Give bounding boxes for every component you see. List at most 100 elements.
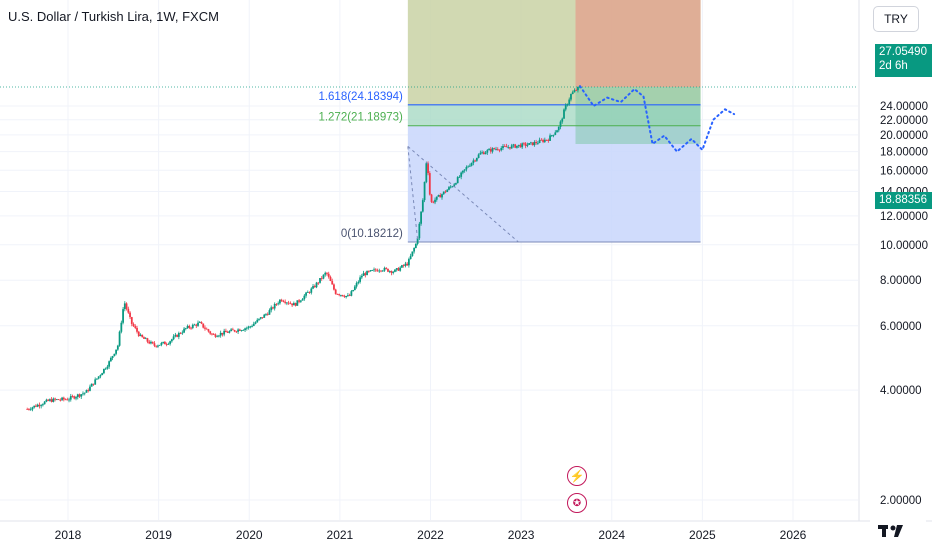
candle-body bbox=[317, 282, 320, 284]
candle-body bbox=[388, 270, 391, 272]
candle-body bbox=[549, 135, 551, 141]
candle-body bbox=[184, 328, 187, 329]
time-axis[interactable]: 2018 2019 2020 2021 2022 2023 2024 2025 2026 bbox=[0, 520, 932, 542]
candle-body bbox=[320, 278, 323, 279]
symbol-title[interactable]: U.S. Dollar / Turkish Lira, 1W, FXCM bbox=[8, 9, 219, 24]
candle-body bbox=[484, 152, 487, 155]
time-tick-label: 2019 bbox=[145, 528, 172, 542]
candle-body bbox=[352, 290, 355, 292]
candle-body bbox=[106, 366, 109, 369]
candle-body bbox=[505, 146, 508, 148]
time-tick-label: 2022 bbox=[417, 528, 444, 542]
candle-body bbox=[531, 142, 534, 146]
candlestick-series bbox=[26, 85, 581, 412]
candle-body bbox=[418, 223, 421, 239]
price-tick-label: 2.00000 bbox=[880, 495, 922, 507]
candle-body bbox=[132, 323, 135, 327]
candle-body bbox=[292, 303, 295, 306]
chart-overlays bbox=[0, 85, 858, 243]
candle-body bbox=[338, 294, 341, 296]
candle-body bbox=[230, 329, 233, 332]
candle-body bbox=[446, 189, 449, 192]
candle-body bbox=[383, 267, 386, 271]
candle-body bbox=[129, 312, 131, 318]
candle-body bbox=[456, 177, 459, 184]
candle-body bbox=[477, 154, 480, 158]
candle-body bbox=[413, 248, 416, 252]
fibonacci-zones: 0(10.18212) 1.272(21.18973) 1.618(24.18394… bbox=[318, 0, 701, 243]
candle-body bbox=[510, 145, 513, 149]
candle-body bbox=[197, 322, 199, 326]
candle-body bbox=[277, 303, 280, 305]
candle-body bbox=[71, 396, 74, 397]
candle-body bbox=[104, 368, 107, 370]
level-price-tag: 18.88356 bbox=[875, 192, 932, 209]
candle-body bbox=[130, 317, 133, 324]
projection-path bbox=[579, 85, 736, 154]
candle-body bbox=[556, 130, 558, 133]
candle-body bbox=[498, 149, 501, 151]
candle-body bbox=[427, 163, 429, 174]
candle-body bbox=[467, 166, 470, 168]
candle-body bbox=[308, 292, 311, 293]
candle-body bbox=[69, 396, 72, 400]
candle-body bbox=[491, 148, 494, 152]
candle-body bbox=[160, 342, 163, 345]
candle-body bbox=[481, 152, 483, 154]
candle-body bbox=[312, 286, 314, 289]
currency-button[interactable]: TRY bbox=[873, 6, 919, 32]
candle-body bbox=[87, 390, 90, 391]
candle-body bbox=[462, 170, 464, 173]
candle-body bbox=[235, 331, 238, 333]
tradingview-logo-icon[interactable] bbox=[870, 517, 926, 545]
lightning-event-icon[interactable]: ⚡ bbox=[567, 466, 587, 486]
candle-body bbox=[237, 329, 239, 332]
candle-body bbox=[348, 295, 351, 297]
candle-body bbox=[151, 341, 154, 344]
us-flag-event-icon[interactable]: ✪ bbox=[567, 493, 587, 513]
candle-body bbox=[357, 281, 360, 284]
candle-body bbox=[99, 375, 102, 377]
price-tick-label: 4.00000 bbox=[880, 385, 922, 397]
candle-body bbox=[465, 167, 468, 170]
price-axis[interactable]: 2.00000 4.00000 6.00000 8.00000 10.00000 12.0… bbox=[858, 0, 928, 521]
candle-body bbox=[205, 328, 208, 330]
candle-body bbox=[139, 334, 142, 336]
candle-body bbox=[195, 324, 198, 326]
candle-body bbox=[367, 271, 370, 272]
candle-body bbox=[303, 295, 306, 300]
candle-body bbox=[35, 405, 37, 407]
candle-body bbox=[521, 143, 524, 148]
candle-body bbox=[111, 356, 114, 358]
candle-body bbox=[144, 338, 147, 340]
candle-body bbox=[407, 259, 410, 266]
candle-body bbox=[134, 326, 137, 328]
candle-body bbox=[57, 399, 60, 401]
candle-body bbox=[258, 318, 260, 320]
candle-body bbox=[36, 404, 39, 407]
candle-body bbox=[212, 334, 215, 335]
candle-body bbox=[141, 334, 144, 338]
candle-body bbox=[444, 191, 447, 193]
candle-body bbox=[204, 327, 206, 329]
candle-body bbox=[376, 270, 379, 272]
candle-body bbox=[251, 325, 253, 327]
candle-body bbox=[516, 145, 518, 148]
candle-body bbox=[362, 273, 365, 276]
candle-body bbox=[186, 325, 189, 329]
candle-body bbox=[479, 152, 482, 155]
candle-body bbox=[540, 139, 543, 141]
candle-body bbox=[42, 404, 44, 406]
candle-body bbox=[26, 409, 29, 410]
candle-body bbox=[125, 303, 128, 309]
candle-body bbox=[78, 394, 81, 397]
candle-body bbox=[96, 378, 98, 380]
candle-body bbox=[381, 270, 384, 272]
candle-body bbox=[294, 303, 297, 306]
candle-body bbox=[364, 273, 367, 276]
time-tick-label: 2026 bbox=[780, 528, 807, 542]
candle-body bbox=[404, 263, 407, 266]
candle-body bbox=[524, 143, 527, 146]
candle-body bbox=[390, 270, 393, 273]
